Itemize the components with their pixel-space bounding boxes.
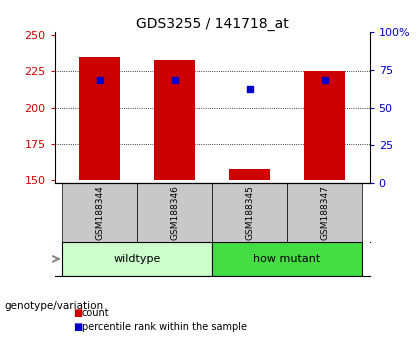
Bar: [62, 183, 137, 242]
Text: ■: ■: [74, 308, 83, 318]
Text: ■: ■: [74, 322, 83, 332]
Text: count: count: [82, 308, 110, 318]
Bar: [287, 183, 362, 242]
Text: GSM188344: GSM188344: [95, 185, 104, 240]
Bar: [137, 183, 212, 242]
Bar: [229, 169, 270, 180]
Bar: [154, 59, 195, 180]
Bar: [212, 242, 362, 276]
Text: how mutant: how mutant: [254, 254, 321, 264]
Text: genotype/variation: genotype/variation: [4, 301, 103, 311]
Bar: [304, 71, 345, 180]
Title: GDS3255 / 141718_at: GDS3255 / 141718_at: [136, 17, 289, 31]
Text: GSM188347: GSM188347: [320, 185, 329, 240]
Bar: [212, 183, 287, 242]
Text: GSM188345: GSM188345: [245, 185, 254, 240]
Bar: [62, 242, 212, 276]
Text: percentile rank within the sample: percentile rank within the sample: [82, 322, 247, 332]
Text: wildtype: wildtype: [113, 254, 161, 264]
Text: GSM188346: GSM188346: [170, 185, 179, 240]
Bar: [79, 57, 120, 180]
